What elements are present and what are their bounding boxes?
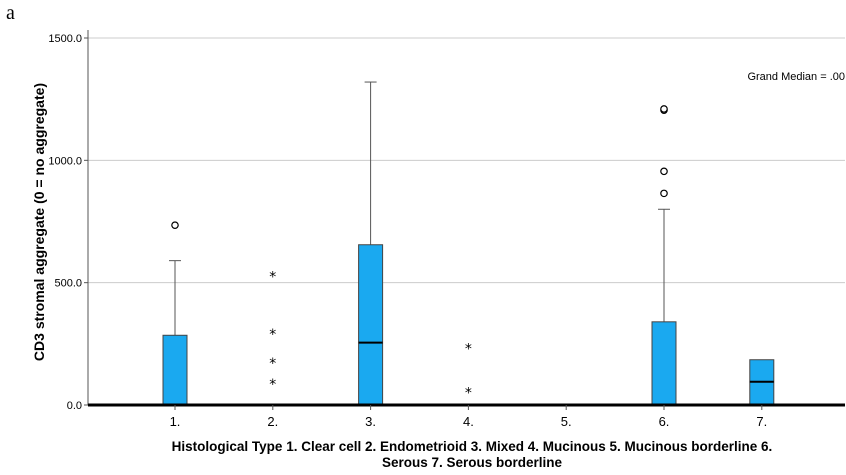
- extreme-2-2: *: [269, 356, 276, 372]
- x-axis-label-line-1: Histological Type 1. Clear cell 2. Endom…: [172, 439, 773, 454]
- x-tick-label-3: 3.: [365, 414, 376, 429]
- x-tick-label-6: 6.: [659, 414, 670, 429]
- extreme-2-1: *: [269, 327, 276, 343]
- box-group-1: [162, 221, 188, 406]
- box-1: [162, 334, 188, 406]
- box-group-3: [358, 81, 384, 406]
- box-3: [358, 244, 384, 406]
- y-axis-label: CD3 stromal aggregate (0 = no aggregate): [31, 83, 47, 361]
- y-tick-label-0: 0.0: [67, 400, 82, 412]
- grand-median-annotation: Grand Median = .00: [747, 71, 845, 83]
- x-axis: 1. 2. 3. 4. 5. 6. 7.: [88, 403, 845, 429]
- boxes: ******: [162, 81, 775, 406]
- x-tick-label-4: 4.: [463, 414, 474, 429]
- box-6: [651, 321, 677, 406]
- extreme-4-0: *: [465, 342, 472, 358]
- y-tick-label-3: 1500.0: [48, 33, 82, 45]
- panel-label: a: [6, 2, 15, 24]
- y-axis: 0.0 500.0 1000.0 1500.0: [48, 30, 89, 412]
- box-group-6: [651, 105, 677, 406]
- outlier-1-0: [171, 221, 179, 229]
- outlier-6-0: [660, 189, 668, 198]
- y-tick-label-1: 500.0: [54, 278, 82, 290]
- x-tick-label-5: 5.: [561, 414, 572, 429]
- x-axis-label-line-2: Serous 7. Serous borderline: [382, 455, 563, 470]
- box-group-2: * * * *: [269, 269, 276, 393]
- y-tick-label-2: 1000.0: [48, 155, 82, 167]
- extreme-2-0: *: [269, 269, 276, 285]
- outlier-6-1: [660, 167, 668, 176]
- x-tick-label-7: 7.: [756, 414, 767, 429]
- extreme-4-1: *: [465, 386, 472, 402]
- extreme-2-3: *: [269, 377, 276, 393]
- gridlines: [88, 37, 845, 284]
- x-tick-label-1: 1.: [170, 414, 181, 429]
- box-group-4: **: [465, 342, 472, 402]
- x-tick-label-2: 2.: [267, 414, 278, 429]
- box-group-7: [749, 359, 775, 406]
- outlier-6-3: [660, 105, 668, 113]
